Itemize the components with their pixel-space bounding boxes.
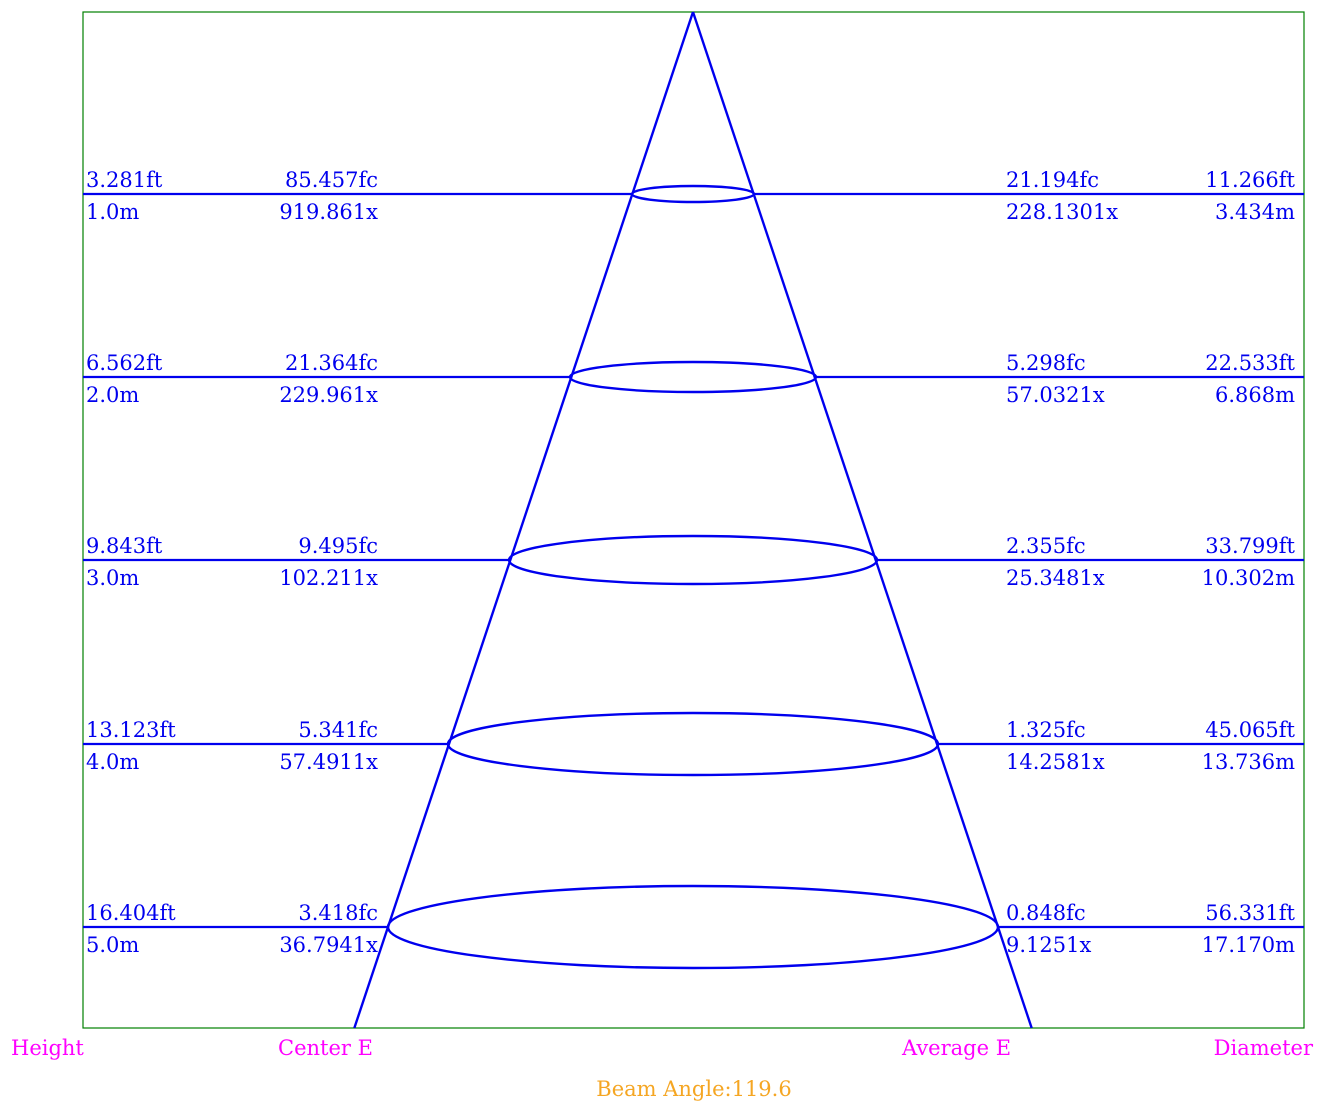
diameter-ft-label: 22.533ft bbox=[1205, 351, 1295, 375]
average-lx-label: 14.2581x bbox=[1006, 750, 1105, 774]
center-fc-label: 9.495fc bbox=[298, 534, 378, 558]
height-m-label: 4.0m bbox=[86, 750, 139, 774]
beam-spot-ellipse bbox=[568, 360, 818, 394]
average-e-header: Average E bbox=[901, 1036, 1011, 1060]
average-fc-label: 5.298fc bbox=[1006, 351, 1086, 375]
height-m-label: 1.0m bbox=[86, 200, 139, 224]
level-row: 13.123ft 4.0m 5.341fc 57.4911x 1.325fc 14.258… bbox=[83, 711, 1304, 777]
diameter-ft-label: 45.065ft bbox=[1205, 718, 1295, 742]
height-m-label: 5.0m bbox=[86, 933, 139, 957]
average-lx-label: 9.1251x bbox=[1006, 933, 1091, 957]
beam-spot-ellipse bbox=[630, 184, 756, 204]
plot-frame bbox=[82, 11, 1305, 1029]
level-row: 6.562ft 2.0m 21.364fc 229.961x 5.298fc 57.032… bbox=[83, 351, 1304, 407]
height-ft-label: 16.404ft bbox=[86, 901, 176, 925]
beam-angle-label: Beam Angle:119.6 bbox=[596, 1077, 791, 1101]
center-fc-label: 3.418fc bbox=[298, 901, 378, 925]
center-lx-label: 36.7941x bbox=[279, 933, 378, 957]
diameter-ft-label: 11.266ft bbox=[1205, 168, 1295, 192]
average-lx-label: 228.1301x bbox=[1006, 200, 1118, 224]
level-row: 3.281ft 1.0m 85.457fc 919.861x 21.194fc 228.1… bbox=[83, 168, 1304, 224]
average-fc-label: 21.194fc bbox=[1006, 168, 1099, 192]
level-row: 16.404ft 5.0m 3.418fc 36.7941x 0.848fc 9.1251… bbox=[83, 884, 1304, 970]
center-fc-label: 5.341fc bbox=[298, 718, 378, 742]
level-rows: 3.281ft 1.0m 85.457fc 919.861x 21.194fc 228.1… bbox=[83, 168, 1304, 970]
center-lx-label: 229.961x bbox=[279, 383, 378, 407]
height-ft-label: 3.281ft bbox=[86, 168, 163, 192]
center-fc-label: 21.364fc bbox=[285, 351, 378, 375]
average-fc-label: 2.355fc bbox=[1006, 534, 1086, 558]
height-m-label: 3.0m bbox=[86, 566, 139, 590]
height-ft-label: 6.562ft bbox=[86, 351, 163, 375]
diameter-ft-label: 56.331ft bbox=[1205, 901, 1295, 925]
level-row: 9.843ft 3.0m 9.495fc 102.211x 2.355fc 25.3481… bbox=[83, 534, 1304, 590]
diameter-m-label: 6.868m bbox=[1215, 383, 1295, 407]
diameter-m-label: 10.302m bbox=[1202, 566, 1295, 590]
center-fc-label: 85.457fc bbox=[285, 168, 378, 192]
beam-edge-left bbox=[353, 11, 695, 1029]
average-lx-label: 57.0321x bbox=[1006, 383, 1105, 407]
diameter-header: Diameter bbox=[1214, 1036, 1314, 1060]
height-ft-label: 9.843ft bbox=[86, 534, 163, 558]
diameter-m-label: 13.736m bbox=[1202, 750, 1295, 774]
center-e-header: Center E bbox=[278, 1036, 373, 1060]
beam-spot-ellipse bbox=[446, 711, 940, 777]
height-header: Height bbox=[11, 1036, 84, 1060]
center-lx-label: 57.4911x bbox=[279, 750, 378, 774]
average-lx-label: 25.3481x bbox=[1006, 566, 1105, 590]
average-fc-label: 1.325fc bbox=[1006, 718, 1086, 742]
beam-spot-ellipse bbox=[507, 534, 879, 586]
height-ft-label: 13.123ft bbox=[86, 718, 176, 742]
height-m-label: 2.0m bbox=[86, 383, 139, 407]
center-lx-label: 919.861x bbox=[279, 200, 378, 224]
diameter-m-label: 17.170m bbox=[1202, 933, 1295, 957]
diameter-m-label: 3.434m bbox=[1215, 200, 1295, 224]
average-fc-label: 0.848fc bbox=[1006, 901, 1086, 925]
center-lx-label: 102.211x bbox=[279, 566, 378, 590]
beam-cone bbox=[353, 11, 1033, 1029]
diameter-ft-label: 33.799ft bbox=[1205, 534, 1295, 558]
beam-edge-right bbox=[691, 11, 1033, 1029]
beam-spot-ellipse bbox=[386, 884, 1000, 970]
